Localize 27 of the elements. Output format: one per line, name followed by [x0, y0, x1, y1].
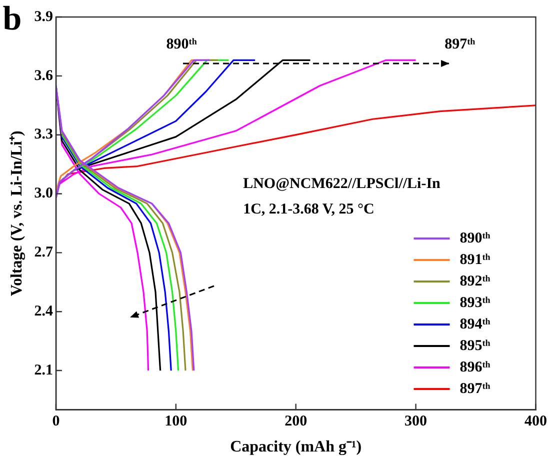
y-tick-label: 2.4 — [34, 303, 54, 320]
y-tick-label: 3.9 — [34, 8, 53, 25]
x-tick-label: 400 — [524, 414, 547, 430]
annotation: 1C, 2.1-3.68 V, 25 °C — [243, 201, 374, 218]
legend-label: 893ᵗʰ — [460, 294, 490, 311]
x-tick-label: 200 — [284, 414, 308, 430]
y-tick-label: 2.7 — [34, 244, 54, 261]
annotation: 897ᵗʰ — [444, 36, 476, 52]
y-tick-label: 2.1 — [34, 362, 53, 378]
x-tick-label: 300 — [404, 414, 428, 430]
y-tick-label: 3.0 — [34, 186, 53, 202]
y-axis-title: Voltage (V, vs. Li-In/Li⁺) — [8, 130, 26, 296]
legend-label: 896ᵗʰ — [460, 359, 490, 376]
legend-label: 890ᵗʰ — [460, 230, 490, 246]
x-tick-label: 100 — [164, 414, 188, 430]
legend-label: 895ᵗʰ — [460, 338, 490, 354]
x-axis-title: Capacity (mAh g⁻¹) — [230, 438, 362, 456]
legend-label: 892ᵗʰ — [460, 273, 490, 290]
annotation: 890ᵗʰ — [166, 36, 197, 52]
legend-label: 897ᵗʰ — [460, 380, 490, 397]
legend-label: 894ᵗʰ — [460, 316, 490, 332]
y-tick-label: 3.6 — [34, 68, 54, 84]
x-tick-label: 0 — [52, 414, 60, 430]
annotation: LNO@NCM622//LPSCl//Li-In — [243, 176, 442, 192]
legend-label: 891ᵗʰ — [460, 252, 490, 268]
y-tick-label: 3.3 — [34, 126, 53, 143]
text: b — [2, 0, 22, 38]
